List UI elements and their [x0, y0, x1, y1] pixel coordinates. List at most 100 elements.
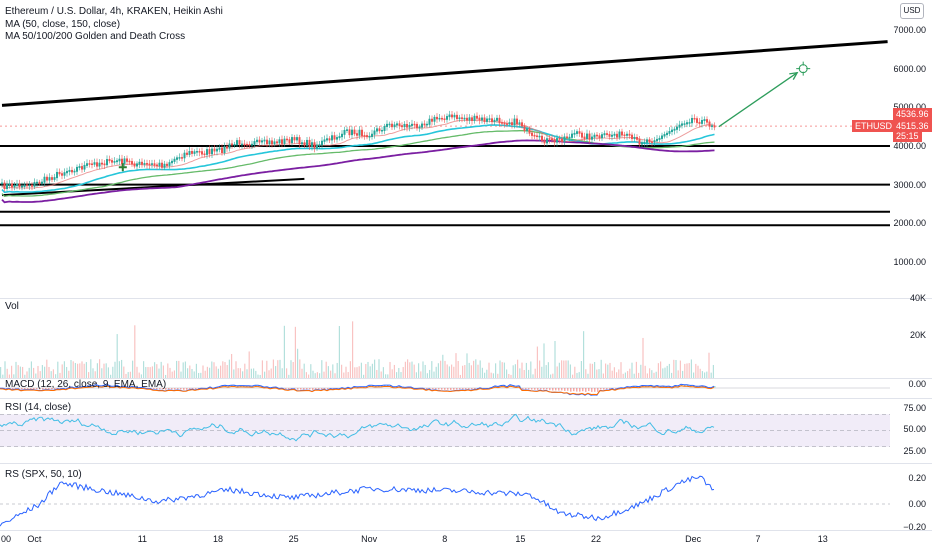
macd-histogram-bar [162, 388, 164, 390]
macd-histogram-bar [333, 388, 335, 389]
volume-bar [624, 372, 626, 378]
time-tick: 11 [137, 534, 148, 544]
volume-bar [536, 346, 538, 378]
volume-bar [206, 366, 208, 378]
macd-histogram-bar [633, 386, 635, 388]
candle-body [566, 136, 568, 139]
macd-histogram-bar [327, 388, 329, 390]
volume-bar [580, 361, 582, 378]
volume-bar [272, 359, 274, 378]
macd-histogram-bar [192, 388, 194, 389]
candle-body [283, 138, 286, 144]
volume-bar [77, 363, 79, 378]
time-tick: 18 [212, 534, 224, 544]
rs-chart[interactable] [0, 463, 890, 530]
macd-histogram-bar [600, 388, 602, 390]
candle-body [293, 137, 296, 141]
candle-body [31, 184, 33, 187]
candle-body [46, 176, 48, 181]
candle-body [426, 123, 428, 126]
candle-body [3, 182, 6, 189]
price-chart[interactable] [0, 0, 890, 298]
candle-body [53, 177, 56, 180]
macd-histogram-bar [552, 388, 554, 391]
candle-body [93, 162, 96, 165]
candle-body [688, 122, 691, 124]
volume-bar [178, 360, 180, 378]
volume-bar [33, 367, 35, 378]
volume-bar [160, 361, 162, 378]
macd-histogram-bar [594, 388, 596, 392]
candle-body [211, 148, 213, 155]
pane-divider[interactable] [0, 463, 932, 464]
candle-body [438, 117, 441, 120]
candle-body [508, 122, 511, 125]
pane-divider[interactable] [0, 398, 932, 399]
volume-bar [422, 361, 424, 378]
volume-bar [563, 360, 565, 378]
candle-body [233, 143, 236, 146]
macd-histogram-bar [99, 385, 101, 388]
volume-bar [396, 372, 398, 378]
candle-body [653, 140, 656, 143]
volume-bar [292, 362, 294, 378]
candle-body [651, 141, 653, 143]
rs-tick: 0.20 [908, 473, 926, 483]
candle-body [21, 185, 23, 188]
price-axis[interactable]: 7000.00 6000.00 5000.00 4000.00 3000.00 2000.… [890, 0, 932, 298]
rs-tick: 0.00 [908, 499, 926, 509]
macd-histogram-bar [456, 388, 458, 390]
volume-bar [48, 366, 50, 378]
candle-body [363, 135, 366, 137]
volume-bar [499, 360, 501, 378]
macd-histogram-bar [258, 385, 260, 387]
macd-histogram-bar [558, 388, 560, 391]
volume-bar [55, 374, 57, 378]
macd-chart[interactable] [0, 378, 890, 398]
candle-body [241, 143, 243, 146]
volume-bar [431, 361, 433, 378]
pane-divider[interactable] [0, 378, 932, 379]
candle-body [548, 138, 551, 140]
pane-divider[interactable] [0, 298, 932, 299]
volume-bar [191, 368, 193, 378]
volume-bar [466, 353, 468, 378]
golden-cross-marker [118, 163, 127, 172]
candle-body [301, 142, 303, 145]
rsi-chart[interactable] [0, 398, 890, 463]
candle-body [626, 133, 628, 136]
volume-chart[interactable] [0, 298, 890, 378]
volume-bar [226, 365, 228, 378]
volume-bar [19, 366, 21, 378]
candle-body [318, 144, 321, 146]
volume-bar [558, 362, 560, 378]
volume-bar [149, 367, 151, 378]
volume-bar [349, 361, 351, 378]
macd-histogram-bar [183, 388, 185, 390]
candle-body [586, 133, 588, 140]
candle-body [453, 114, 456, 118]
macd-histogram-bar [153, 388, 155, 390]
volume-bar [121, 359, 123, 378]
macd-histogram-bar [111, 386, 113, 388]
volume-bar [338, 326, 340, 378]
macd-histogram-bar [525, 388, 527, 390]
volume-bar [552, 373, 554, 378]
candle-body [398, 123, 401, 127]
currency-button[interactable]: USD [900, 3, 924, 19]
time-axis[interactable]: 00 Oct 11 18 25 Nov 8 15 22 Dec 7 13 [0, 530, 890, 550]
candle-body [201, 151, 203, 155]
time-tick: Nov [361, 534, 378, 544]
volume-bar [204, 370, 206, 378]
macd-histogram-bar [294, 388, 296, 389]
macd-histogram-bar [576, 388, 578, 392]
volume-bar [299, 359, 301, 378]
macd-histogram-bar [90, 385, 92, 388]
macd-histogram-bar [177, 388, 179, 390]
candle-body [691, 117, 693, 124]
candle-body [196, 151, 198, 153]
macd-histogram-bar [159, 388, 161, 390]
candle-body [33, 182, 36, 187]
volume-bar [576, 372, 578, 378]
candle-body [173, 158, 176, 162]
